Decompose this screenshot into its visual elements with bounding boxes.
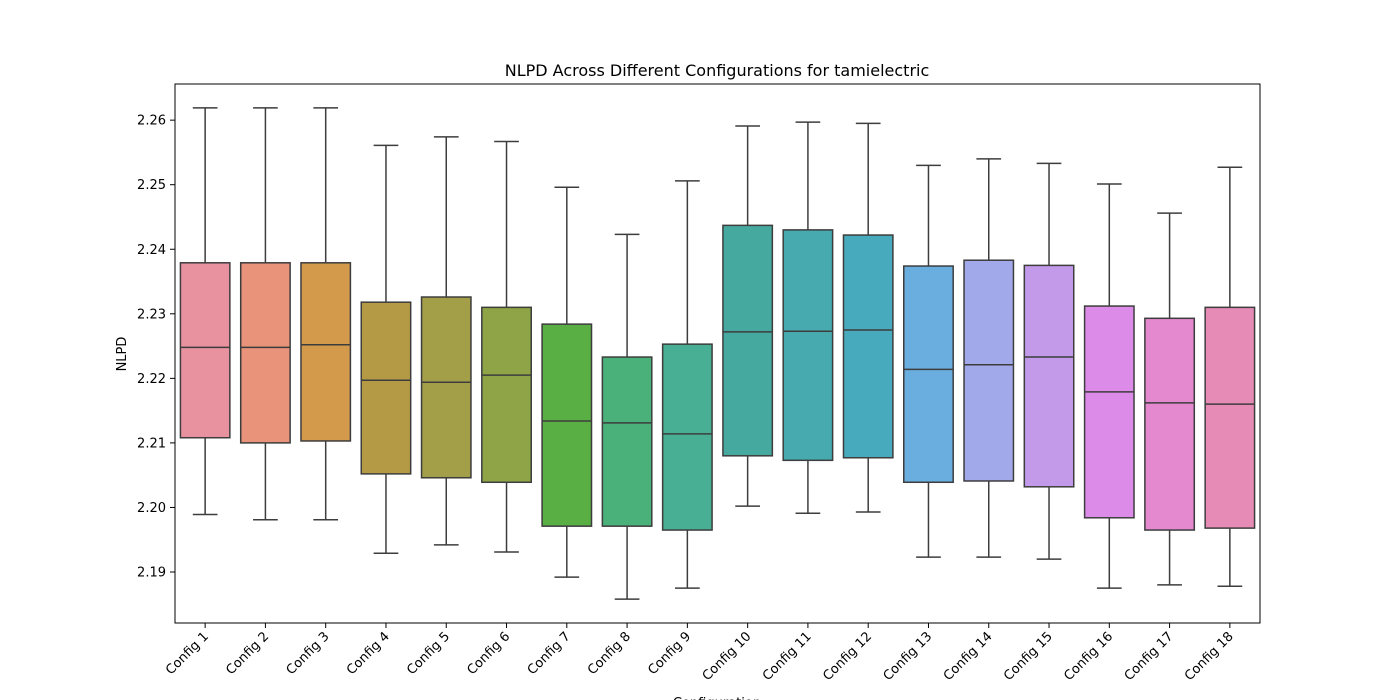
y-tick-label: 2.24 — [137, 243, 166, 258]
x-tick-label: Config 18 — [1182, 629, 1237, 684]
box — [1023, 264, 1075, 488]
box — [963, 259, 1015, 482]
x-tick-label: Config 4 — [344, 629, 393, 678]
x-tick-label: Config 14 — [941, 629, 996, 684]
box — [179, 262, 231, 439]
box — [481, 306, 532, 484]
x-tick-label: Config 8 — [585, 629, 634, 678]
y-tick-label: 2.20 — [137, 501, 166, 516]
box — [903, 265, 954, 484]
box — [420, 296, 472, 479]
x-tick-label: Config 10 — [700, 629, 755, 684]
y-tick-label: 2.19 — [137, 566, 166, 581]
box — [722, 224, 774, 457]
y-axis-label: NLPD — [115, 337, 130, 372]
box — [842, 234, 894, 459]
x-tick-label: Config 9 — [645, 629, 694, 678]
x-axis-label: Configuration — [673, 696, 761, 700]
plot-frame — [174, 83, 1261, 624]
y-tick-label: 2.26 — [137, 114, 166, 129]
box — [360, 301, 412, 475]
y-tick-label: 2.25 — [137, 178, 166, 193]
x-tick-label: Config 2 — [223, 629, 272, 678]
x-tick-label: Config 16 — [1061, 629, 1116, 684]
box — [239, 262, 291, 444]
box — [1144, 317, 1196, 531]
x-tick-label: Config 5 — [404, 629, 453, 678]
x-tick-label: Config 12 — [820, 629, 875, 684]
box — [541, 323, 593, 527]
x-tick-label: Config 7 — [525, 629, 574, 678]
chart-title: NLPD Across Different Configurations for… — [505, 61, 930, 80]
y-tick-label: 2.21 — [137, 436, 166, 451]
y-tick-label: 2.22 — [137, 372, 166, 387]
box — [1204, 306, 1256, 529]
x-tick-label: Config 13 — [881, 629, 936, 684]
box — [782, 229, 834, 462]
x-tick-label: Config 15 — [1001, 629, 1056, 684]
x-tick-label: Config 3 — [284, 629, 333, 678]
box — [601, 356, 653, 527]
x-tick-label: Config 17 — [1122, 629, 1177, 684]
x-tick-label: Config 6 — [464, 629, 513, 678]
box — [661, 343, 713, 531]
box — [1083, 305, 1135, 519]
y-tick-label: 2.23 — [137, 307, 166, 322]
x-tick-label: Config 11 — [760, 629, 815, 684]
box — [300, 262, 352, 442]
x-tick-label: Config 1 — [163, 629, 212, 678]
